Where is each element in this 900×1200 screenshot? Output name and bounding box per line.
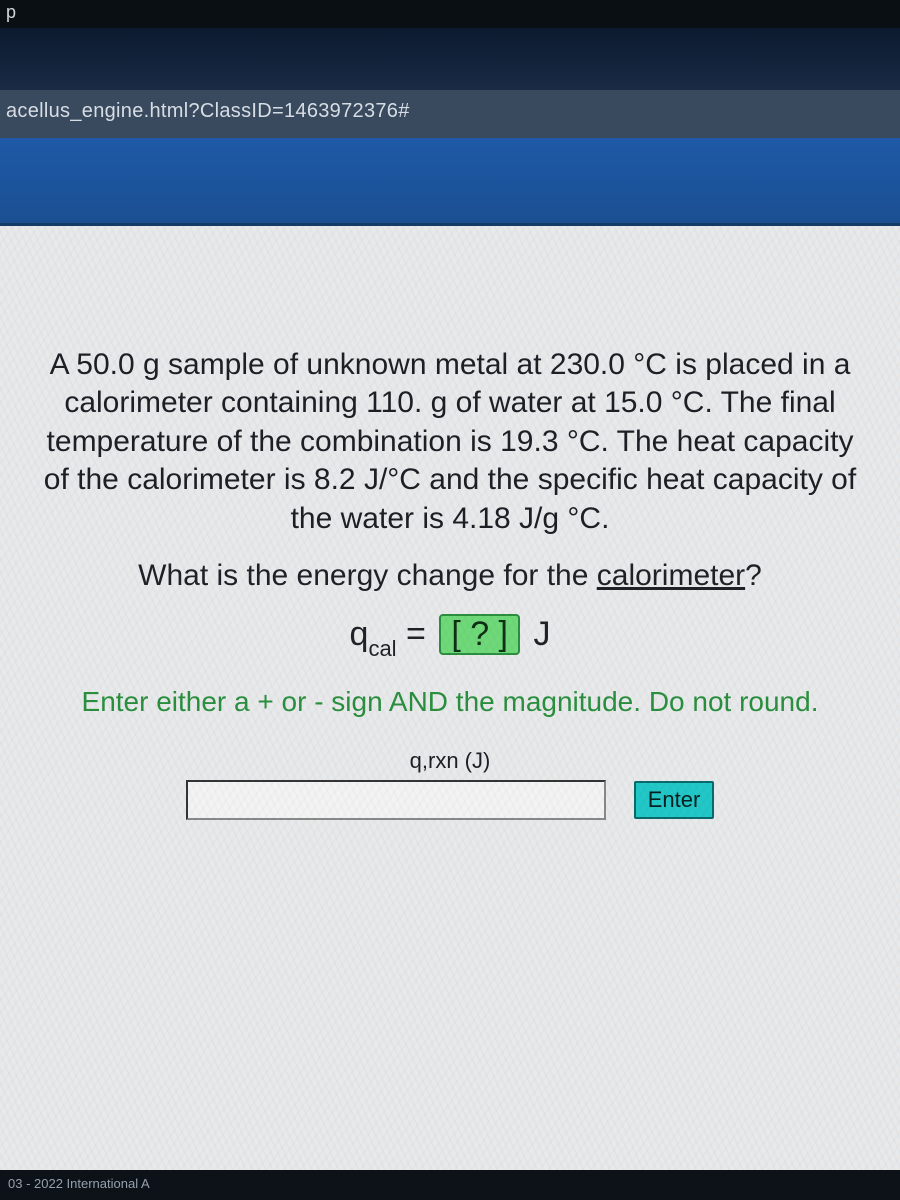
instruction-text: Enter either a + or - sign AND the magni… [34,684,866,720]
equation-equals: = [397,615,436,653]
footer-text: 03 - 2022 International A [8,1176,150,1191]
problem-panel: A 50.0 g sample of unknown metal at 230.… [0,226,900,1170]
question-prefix: What is the energy change for the [138,559,597,592]
footer-copyright-strip: 03 - 2022 International A [0,1170,900,1200]
answer-input[interactable] [186,780,606,820]
equation-symbol: q [350,615,369,653]
tab-partial-letter: p [6,2,16,22]
answer-placeholder-box[interactable]: [ ? ] [439,614,520,655]
question-underlined-word: calorimeter [597,559,745,592]
answer-input-row: Enter [28,780,872,820]
equation: qcal = [ ? ] J [28,614,872,659]
browser-toolbar-dark-band [0,28,900,90]
browser-tab-strip: p [0,0,900,28]
question-suffix: ? [745,559,762,592]
address-bar[interactable]: acellus_engine.html?ClassID=1463972376# [0,90,900,138]
enter-button[interactable]: Enter [634,781,715,819]
answer-input-label: q,rxn (J) [28,748,872,774]
question-line: What is the energy change for the calori… [32,556,868,596]
equation-subscript: cal [368,636,396,661]
url-text: acellus_engine.html?ClassID=1463972376# [6,100,410,122]
equation-unit: J [524,615,550,653]
app-header-band [0,138,900,226]
problem-body-text: A 50.0 g sample of unknown metal at 230.… [36,346,864,538]
